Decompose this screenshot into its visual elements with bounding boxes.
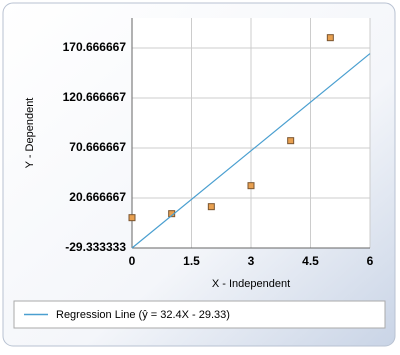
y-tick-label: 120.666667 [63,90,127,104]
x-tick-label: 6 [367,254,374,268]
x-tick-label: 0 [129,254,136,268]
data-point [287,137,295,145]
data-point [207,203,215,211]
x-axis-title: X - Independent [212,278,290,290]
y-axis-title: Y - Dependent [24,98,36,169]
y-tick-label: 170.666667 [63,40,127,54]
regression-line [131,53,371,249]
data-point [326,34,334,42]
data-point [128,214,136,222]
legend [13,300,386,329]
data-point [247,182,255,190]
y-tick-label: -29.333333 [65,240,126,254]
y-tick-label: 20.666667 [69,190,126,204]
x-tick-label: 1.5 [183,254,200,268]
y-tick-label: 70.666667 [69,140,126,154]
legend-label: Regression Line (ŷ = 32.4X - 29.33) [56,309,230,321]
x-tick-label: 3 [248,254,255,268]
x-tick-label: 4.5 [302,254,319,268]
